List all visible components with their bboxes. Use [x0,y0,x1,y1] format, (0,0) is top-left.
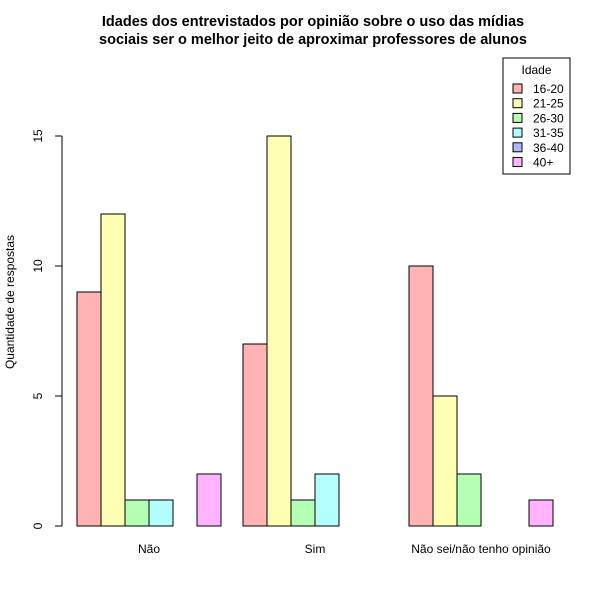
chart-title: Idades dos entrevistados por opinião sob… [99,14,527,48]
legend-swatch [512,157,523,167]
y-tick-label: 10 [31,259,45,273]
legend-label: 31-35 [533,126,564,140]
bars [76,135,554,527]
bar [148,499,174,527]
bar [76,291,102,527]
legend-swatch [512,127,523,138]
y-tick-label: 15 [31,129,45,143]
y-axis: 0 5 10 15 [31,129,63,529]
y-tick-label: 5 [31,392,45,399]
legend-label: 36-40 [533,141,564,155]
legend-label: 21-25 [533,97,564,111]
legend-swatch [512,98,523,109]
chart-title-line-2: sociais ser o melhor jeito de aproximar … [99,32,527,48]
bar [456,473,482,527]
x-tick-label: Não [138,542,160,556]
bar [408,265,434,527]
legend-label: 26-30 [533,111,564,125]
y-axis-label: Quantidade de respostas [3,235,17,369]
bar [290,499,316,527]
bar [100,213,126,527]
bar [314,473,340,527]
chart-title-line-1: Idades dos entrevistados por opinião sob… [102,14,524,30]
bar [528,499,554,527]
x-axis-labels: Não Sim Não sei/não tenho opinião [138,542,551,556]
legend-label: 16-20 [533,82,564,96]
legend-swatch [512,142,523,153]
bar [124,499,150,527]
legend-swatch [512,83,523,94]
y-tick-label: 0 [31,522,45,529]
x-tick-label: Sim [305,542,326,556]
legend-title: Idade [521,63,551,77]
legend-label: 40+ [533,156,553,170]
bar [266,135,292,527]
x-tick-label: Não sei/não tenho opinião [411,542,551,556]
bar [242,343,268,527]
bar [432,395,458,527]
legend-swatch [512,112,523,123]
bar [196,473,222,527]
